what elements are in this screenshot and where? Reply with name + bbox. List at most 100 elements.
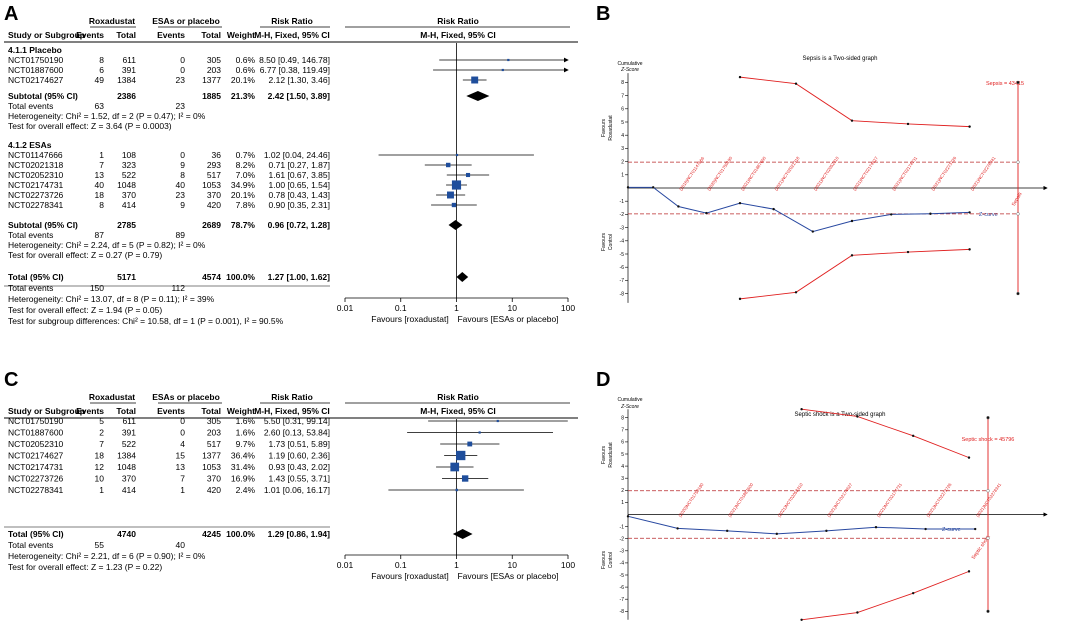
x-tick-label: 10 (508, 560, 518, 570)
weight-value: 2.4% (236, 485, 256, 495)
total-events-roxa: 55 (95, 540, 105, 550)
risk-ratio-ci: 2.60 [0.13, 53.84] (264, 428, 330, 438)
y-tick-label: 7 (621, 428, 624, 434)
boundary-point (967, 456, 971, 459)
z-curve-point (676, 527, 679, 530)
boundary-point (968, 248, 971, 251)
y-tick-label: 4 (621, 464, 624, 470)
events-esa: 8 (180, 170, 185, 180)
events-roxa: 8 (99, 200, 104, 210)
heterogeneity-text: Heterogeneity: Chi² = 13.07, df = 8 (P =… (8, 294, 215, 304)
study-marker (455, 488, 458, 492)
total-events-label: Total events (8, 230, 53, 240)
risk-ratio-ci: 6.77 [0.38, 119.49] (260, 65, 330, 75)
ris-point (986, 416, 990, 420)
z-curve-point (738, 201, 742, 205)
total-esa: 36 (212, 150, 222, 160)
z-curve-point (626, 186, 630, 189)
col-method: M-H, Fixed, 95% CI (254, 30, 330, 40)
study-marker (465, 172, 471, 178)
events-esa: 7 (180, 474, 185, 484)
subtotal-total-roxa: 2386 (117, 91, 136, 101)
x-study-label: (2021)NCT02021318 (773, 155, 801, 191)
subtotal-total-esa: 1885 (202, 91, 221, 101)
tsa-ylabel: Z-Score (620, 67, 639, 73)
study-name: NCT02278341 (8, 200, 64, 210)
overall-effect-text: Test for overall effect: Z = 0.27 (P = 0… (8, 250, 162, 260)
col-method-plot: M-H, Fixed, 95% CI (420, 406, 496, 416)
heterogeneity-text: Heterogeneity: Chi² = 2.21, df = 6 (P = … (8, 551, 206, 561)
study-marker (450, 462, 460, 472)
risk-ratio-ci: 2.12 [1.30, 3.46] (269, 75, 330, 85)
study-name: NCT01887600 (8, 428, 64, 438)
risk-ratio-ci: 1.43 [0.55, 3.71] (269, 474, 330, 484)
forest-plot-area: 0.01 0.1 1 10 100 Favours [roxadustat] Favours… (337, 419, 575, 581)
total-events-label: Total events (8, 101, 53, 111)
study-name: NCT02174627 (8, 75, 64, 85)
summary-diamond (456, 272, 469, 282)
total-esa: 420 (207, 200, 221, 210)
risk-ratio-ci: 8.50 [0.49, 146.78] (259, 55, 330, 65)
y-tick-label: -6 (620, 265, 625, 271)
upper-boundary-line (739, 76, 970, 128)
total-roxa: 1048 (117, 180, 136, 190)
y-tick-label: 8 (621, 80, 624, 86)
total-events-esa: 40 (176, 540, 186, 550)
y-tick-label: -1 (620, 199, 625, 205)
z-curve-point (825, 529, 828, 533)
weight-value: 7.0% (236, 170, 256, 180)
total-events-esa: 89 (176, 230, 186, 240)
subtotal-weight: 78.7% (231, 220, 256, 230)
x-tick-label: 0.1 (395, 560, 407, 570)
total-roxa: 611 (122, 416, 136, 426)
events-roxa: 1 (99, 150, 104, 160)
col-total: Total (116, 30, 136, 40)
total-events-roxa: 63 (95, 101, 105, 111)
total-ci: 1.29 [0.86, 1.94] (268, 529, 331, 539)
y-tick-label: -4 (620, 561, 625, 567)
events-esa: 23 (176, 75, 186, 85)
events-esa: 0 (180, 150, 185, 160)
study-name: NCT01887600 (8, 65, 64, 75)
boundary-point (850, 254, 854, 257)
weight-value: 31.4% (231, 462, 256, 472)
weight-value: 7.8% (236, 200, 256, 210)
col-method: M-H, Fixed, 95% CI (254, 406, 330, 416)
ris-label: Sepsis = 43415 (986, 81, 1024, 87)
x-tick-label: 100 (561, 303, 575, 313)
total-esa: 293 (207, 160, 221, 170)
total-esa: 1377 (202, 75, 221, 85)
total-esa: 203 (207, 65, 221, 75)
events-roxa: 40 (95, 180, 105, 190)
favours-label: Favours (601, 550, 607, 569)
x-study-label: (2020)NCT01750190 (677, 482, 705, 518)
study-marker (451, 202, 457, 208)
events-esa: 13 (176, 462, 186, 472)
total-esa: 517 (207, 439, 221, 449)
z-curve-label: Z-curve (942, 527, 961, 533)
z-curve-point (850, 219, 854, 223)
y-tick-label: -4 (620, 239, 625, 245)
overall-effect-text: Test for overall effect: Z = 1.94 (P = 0… (8, 305, 162, 315)
boundary-point (738, 75, 742, 79)
lower-boundary-line (739, 248, 970, 300)
ris-point (1016, 160, 1020, 164)
z-curve-point (705, 211, 708, 215)
boundary-point (850, 119, 854, 122)
events-esa: 0 (180, 65, 185, 75)
total-roxa: 370 (122, 474, 136, 484)
study-name: NCT01147666 (8, 150, 63, 160)
y-tick-label: 6 (621, 107, 624, 113)
x-study-label: (2021)NCT02174731 (876, 482, 904, 518)
favours-label: Favours (601, 232, 607, 251)
study-name: NCT02174731 (8, 180, 64, 190)
z-curve-point (775, 532, 778, 536)
y-tick-label: -3 (620, 225, 625, 231)
study-marker (501, 68, 504, 72)
z-curve-point (968, 211, 971, 214)
z-curve-point (772, 207, 775, 211)
y-tick-label: 3 (621, 146, 624, 152)
z-curve-point (811, 230, 814, 233)
x-study-label: (2021)NCT02174627 (852, 155, 880, 191)
x-tick-label: 0.01 (337, 560, 354, 570)
